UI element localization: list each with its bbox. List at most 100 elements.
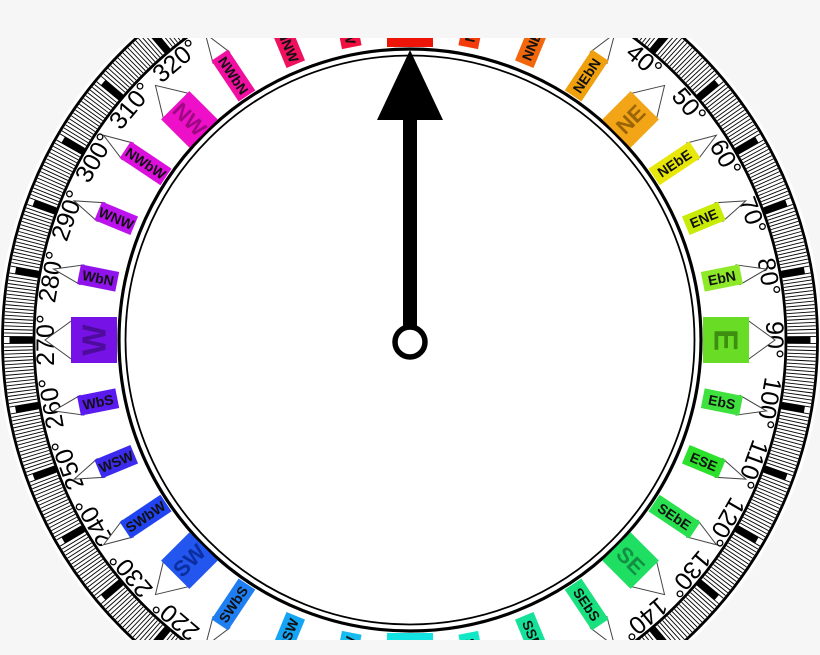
- minor-tick: [707, 572, 731, 591]
- minor-tick: [91, 574, 115, 594]
- major-tick: [15, 402, 40, 413]
- minor-tick: [739, 522, 766, 538]
- minor-tick: [27, 204, 55, 215]
- point-box: [119, 494, 172, 539]
- minor-tick: [767, 210, 796, 221]
- minor-tick: [83, 98, 107, 116]
- minor-tick: [4, 321, 33, 324]
- minor-tick: [10, 408, 39, 415]
- minor-tick: [705, 574, 729, 594]
- minor-tick: [27, 465, 55, 476]
- minor-tick: [703, 84, 726, 103]
- minor-tick: [5, 307, 34, 311]
- minor-tick: [77, 556, 102, 574]
- minor-tick: [731, 127, 757, 144]
- minor-tick: [694, 73, 717, 93]
- minor-tick: [11, 262, 40, 269]
- minor-tick: [52, 519, 79, 535]
- minor-tick: [676, 52, 698, 74]
- minor-tick: [127, 47, 149, 69]
- minor-tick: [787, 349, 816, 352]
- minor-tick: [715, 100, 739, 119]
- minor-tick: [21, 449, 50, 460]
- minor-tick: [683, 60, 705, 81]
- point-box: [77, 264, 120, 292]
- minor-tick: [758, 184, 786, 196]
- point-box: [700, 264, 743, 292]
- minor-tick: [717, 103, 741, 122]
- minor-tick: [8, 279, 37, 285]
- minor-tick: [632, 645, 649, 655]
- minor-tick: [117, 57, 139, 79]
- minor-tick: [201, 0, 216, 16]
- minor-tick: [769, 453, 798, 463]
- minor-tick: [635, 14, 652, 37]
- minor-tick: [69, 118, 94, 135]
- minor-tick: [639, 38, 643, 41]
- minor-tick: [726, 545, 751, 562]
- minor-tick: [4, 362, 34, 366]
- minor-tick: [198, 0, 213, 18]
- minor-tick: [667, 615, 688, 638]
- minor-tick: [143, 622, 161, 640]
- minor-tick: [135, 40, 156, 62]
- point-box: [564, 49, 609, 102]
- minor-tick: [122, 606, 144, 628]
- minor-tick: [728, 121, 753, 138]
- minor-tick: [23, 456, 52, 466]
- minor-tick: [103, 587, 126, 607]
- point-box: [77, 388, 120, 416]
- minor-tick: [602, 0, 616, 15]
- minor-tick: [669, 45, 690, 67]
- minor-tick: [743, 148, 769, 164]
- point-box: [94, 444, 139, 479]
- minor-tick: [667, 42, 688, 65]
- minor-tick: [33, 480, 61, 493]
- minor-tick: [71, 547, 96, 565]
- minor-tick: [65, 539, 91, 556]
- minor-tick: [85, 566, 109, 585]
- minor-tick: [644, 38, 651, 45]
- minor-tick: [685, 597, 708, 618]
- minor-tick: [52, 145, 79, 161]
- minor-tick: [720, 109, 745, 127]
- minor-tick: [17, 437, 46, 446]
- minor-tick: [776, 430, 805, 439]
- minor-tick: [735, 133, 761, 149]
- minor-tick: [100, 75, 124, 96]
- minor-tick: [696, 75, 720, 96]
- minor-tick: [48, 155, 74, 170]
- minor-tick: [24, 210, 53, 221]
- minor-tick: [751, 499, 779, 512]
- minor-tick: [785, 297, 814, 301]
- minor-tick: [718, 556, 743, 574]
- point-box: [334, 38, 362, 50]
- minor-tick: [7, 283, 37, 288]
- major-tick: [61, 525, 86, 544]
- minor-tick: [61, 534, 87, 550]
- minor-tick: [757, 180, 784, 193]
- minor-tick: [132, 615, 153, 638]
- minor-tick: [148, 624, 163, 640]
- minor-tick: [41, 168, 69, 181]
- minor-tick: [130, 613, 151, 635]
- minor-tick: [96, 579, 119, 599]
- minor-tick: [232, 0, 244, 1]
- minor-tick: [48, 510, 74, 525]
- minor-tick: [636, 38, 639, 39]
- point-label-text: N: [398, 6, 422, 43]
- point-box: [211, 49, 256, 102]
- point-box: [514, 38, 549, 69]
- point-label-text: W: [76, 324, 113, 356]
- major-tick: [780, 402, 805, 413]
- minor-tick: [610, 0, 625, 20]
- minor-tick: [776, 427, 805, 436]
- minor-tick: [749, 161, 776, 175]
- minor-tick: [204, 0, 218, 15]
- minor-tick: [166, 633, 173, 640]
- minor-tick: [584, 0, 597, 5]
- major-tick: [32, 199, 58, 215]
- minor-tick: [179, 639, 181, 640]
- minor-tick: [662, 38, 683, 60]
